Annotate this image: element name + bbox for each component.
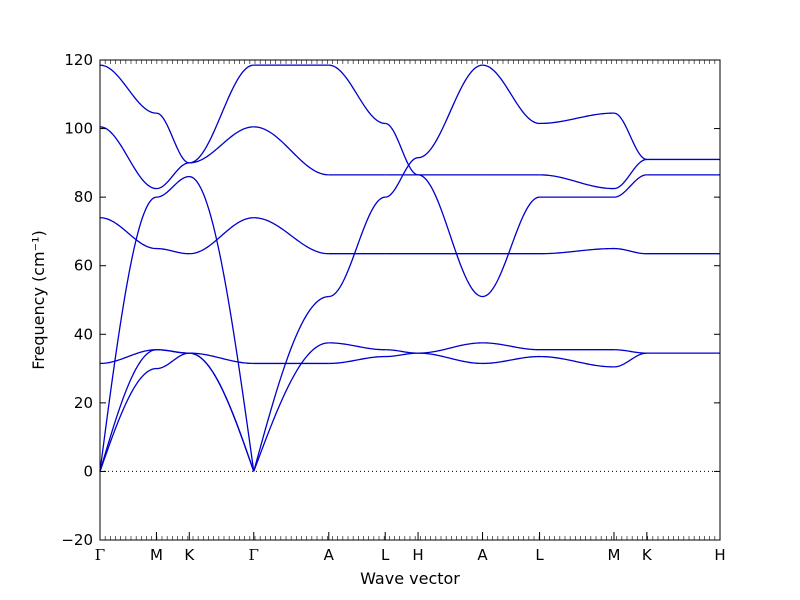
band-1-2 <box>156 175 190 198</box>
band-9-4 <box>613 158 647 190</box>
band-2-6 <box>189 64 254 164</box>
band-8-5 <box>539 112 614 125</box>
x-tick-label: M <box>150 546 163 564</box>
x-tick-label: H <box>412 546 423 564</box>
band-7-3 <box>482 196 540 298</box>
band-6-1 <box>418 352 483 365</box>
y-tick-label: 60 <box>74 257 93 275</box>
y-tick-label: −20 <box>61 531 93 549</box>
band-1-6 <box>156 112 190 164</box>
band-5-2 <box>385 157 419 198</box>
band-4-3 <box>328 64 386 125</box>
band-1-4 <box>156 247 190 255</box>
band-0-6 <box>99 64 157 114</box>
band-3-1 <box>253 295 329 472</box>
band-5-0 <box>385 349 419 354</box>
band-9-2 <box>613 247 647 255</box>
y-tick-label: 120 <box>64 51 93 69</box>
band-9-1 <box>613 352 647 368</box>
y-tick-label: 40 <box>74 325 93 343</box>
band-0-1 <box>99 349 157 472</box>
y-tick-label: 20 <box>74 394 93 412</box>
band-9-5 <box>613 112 647 161</box>
y-tick-label: 80 <box>74 188 93 206</box>
band-2-0 <box>189 352 255 472</box>
band-3-4 <box>253 217 329 255</box>
y-tick-label: 100 <box>64 120 93 138</box>
band-0-5 <box>99 126 157 190</box>
band-8-2 <box>539 247 614 255</box>
x-tick-label: M <box>608 546 621 564</box>
band-3-5 <box>253 126 329 176</box>
band-2-5 <box>189 126 254 164</box>
band-0-0 <box>99 367 157 472</box>
band-4-1 <box>328 355 386 365</box>
x-tick-label: K <box>642 546 653 564</box>
band-7-1 <box>482 355 540 365</box>
band-1-3 <box>156 349 190 354</box>
band-2-1 <box>189 352 255 472</box>
band-lines <box>99 64 720 472</box>
band-1-5 <box>156 162 190 190</box>
band-6-3 <box>417 174 483 298</box>
x-axis-label: Wave vector <box>360 569 460 588</box>
band-3-0 <box>253 342 329 472</box>
band-5-1 <box>385 352 419 358</box>
y-tick-label: 0 <box>83 462 93 480</box>
band-4-0 <box>328 342 386 351</box>
band-1-0 <box>156 352 190 370</box>
x-tick-label: A <box>477 546 488 564</box>
plot-frame <box>99 59 721 541</box>
band-7-2 <box>482 64 540 125</box>
y-axis-ticks: −20 0 20 40 60 80 100 120 <box>61 51 720 549</box>
x-tick-label: Γ <box>249 546 259 564</box>
x-tick-label: A <box>324 546 335 564</box>
band-8-1 <box>539 355 614 368</box>
band-4-2 <box>328 196 386 298</box>
x-tick-label: L <box>535 546 544 564</box>
band-2-4 <box>189 217 254 255</box>
band-0-3 <box>99 349 157 365</box>
band-7-0 <box>482 342 540 351</box>
band-2-2 <box>189 175 255 472</box>
band-0-2 <box>99 196 157 472</box>
band-8-4 <box>539 174 614 190</box>
band-9-0 <box>613 349 647 354</box>
x-tick-label: H <box>714 546 725 564</box>
y-axis-label: Frequency (cm⁻¹) <box>29 230 48 369</box>
band-6-0 <box>418 342 483 354</box>
band-6-2 <box>418 64 483 159</box>
band-5-3 <box>385 122 419 176</box>
x-tick-label: L <box>381 546 390 564</box>
x-tick-label: K <box>184 546 195 564</box>
x-tick-label: Γ <box>95 546 105 564</box>
band-0-4 <box>99 217 157 250</box>
band-2-3 <box>189 352 254 365</box>
band-9-3 <box>613 174 647 198</box>
